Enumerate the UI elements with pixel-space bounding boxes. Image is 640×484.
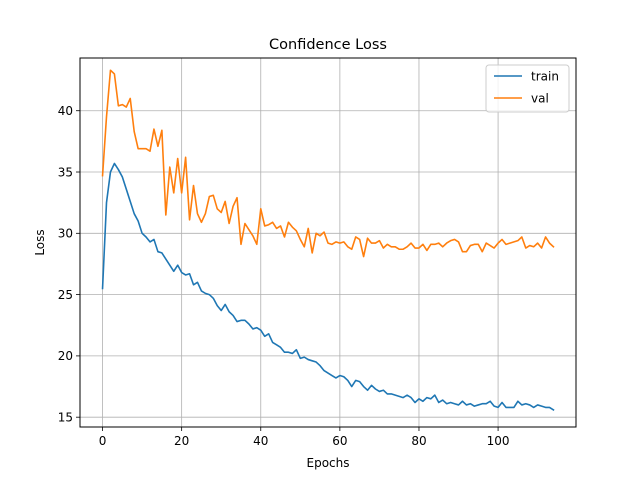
x-tick-label: 100 <box>487 434 510 448</box>
y-tick-label: 35 <box>58 165 73 179</box>
y-tick-label: 20 <box>58 349 73 363</box>
chart-title: Confidence Loss <box>269 37 387 53</box>
y-tick-label: 25 <box>58 288 73 302</box>
x-tick-label: 20 <box>174 434 189 448</box>
y-tick-label: 40 <box>58 104 73 118</box>
plot-area-frame <box>79 57 577 428</box>
series-lines <box>101 69 555 411</box>
grid-lines <box>80 58 576 427</box>
series-line-train <box>101 162 555 411</box>
y-axis-label: Loss <box>33 229 47 255</box>
series-line-val <box>101 69 555 258</box>
legend: train val <box>485 64 570 113</box>
axis-ticks: 0 20 40 60 80 100 15 20 25 30 35 40 <box>58 104 510 448</box>
y-tick-label: 30 <box>58 227 73 241</box>
x-tick-label: 0 <box>99 434 107 448</box>
legend-label-val: val <box>531 92 549 106</box>
x-axis-label: Epochs <box>307 456 350 470</box>
y-tick-label: 15 <box>58 410 73 424</box>
x-tick-label: 80 <box>411 434 426 448</box>
legend-label-train: train <box>531 70 559 84</box>
x-tick-label: 40 <box>253 434 268 448</box>
x-tick-label: 60 <box>332 434 347 448</box>
